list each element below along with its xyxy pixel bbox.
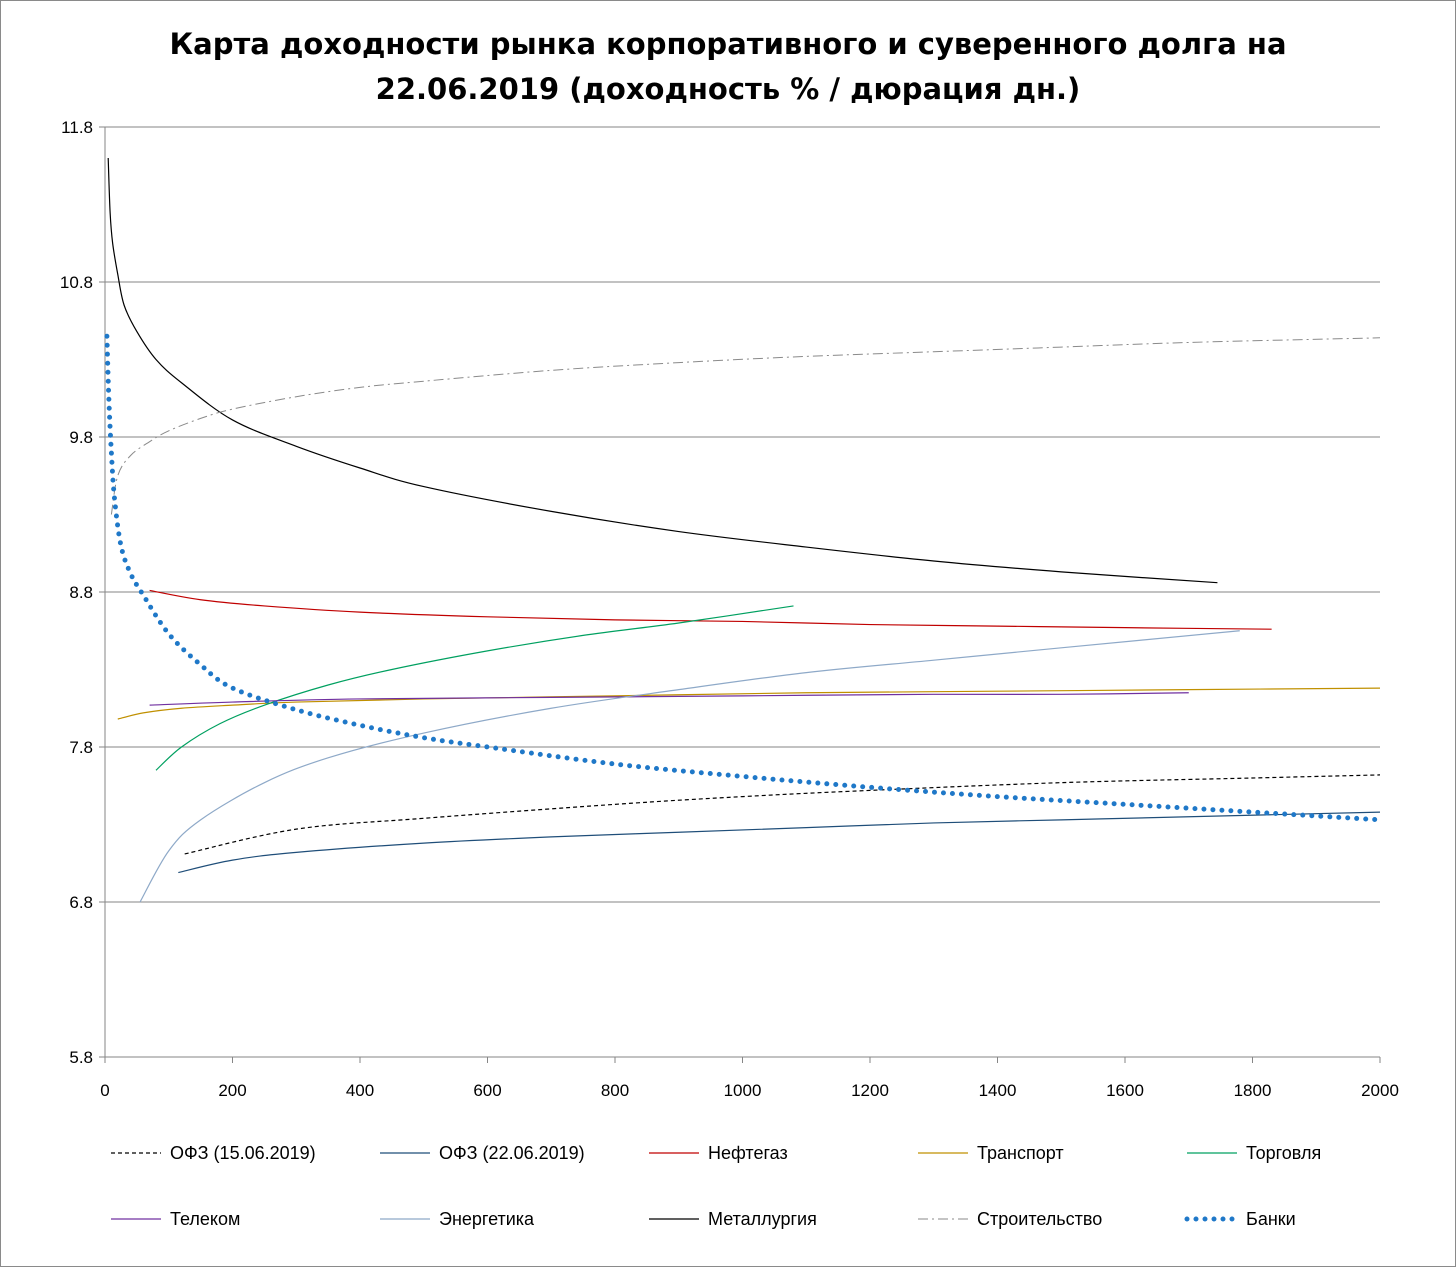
chart-title-line-1: Карта доходности рынка корпоративного и … [169,27,1287,61]
x-tick-label-5: 1000 [724,1081,762,1100]
x-tick-label-7: 1400 [979,1081,1017,1100]
x-tick-label-6: 1200 [851,1081,889,1100]
y-tick-label-4: 9.8 [69,428,93,447]
x-tick-label-9: 1800 [1234,1081,1272,1100]
series-line-7 [139,630,1240,903]
series-line-10 [104,333,1383,823]
series-line-8 [107,157,1218,584]
series-line-3 [149,589,1272,630]
x-tick-label-3: 600 [473,1081,501,1100]
y-tick-label-5: 10.8 [60,273,93,292]
x-tick-label-4: 800 [601,1081,629,1100]
chart-title: Карта доходности рынка корпоративного и … [100,22,1356,112]
x-tick-label-10: 2000 [1361,1081,1399,1100]
x-tick-label-2: 400 [346,1081,374,1100]
y-tick-label-0: 5.8 [69,1048,93,1067]
x-tick-label-1: 200 [218,1081,246,1100]
series-line-4 [117,687,1381,720]
series-line-1 [184,774,1381,855]
chart-title-line-2: 22.06.2019 (доходность % / дюрация дн.) [375,72,1081,106]
series-line-2 [178,811,1381,874]
y-tick-label-3: 8.8 [69,583,93,602]
series-line-9 [110,337,1381,515]
y-tick-label-2: 7.8 [69,738,93,757]
y-tick-label-6: 11.8 [61,118,93,137]
x-tick-label-8: 1600 [1106,1081,1144,1100]
y-tick-label-1: 6.8 [69,893,93,912]
x-tick-label-0: 0 [100,1081,109,1100]
series-line-5 [155,605,794,771]
